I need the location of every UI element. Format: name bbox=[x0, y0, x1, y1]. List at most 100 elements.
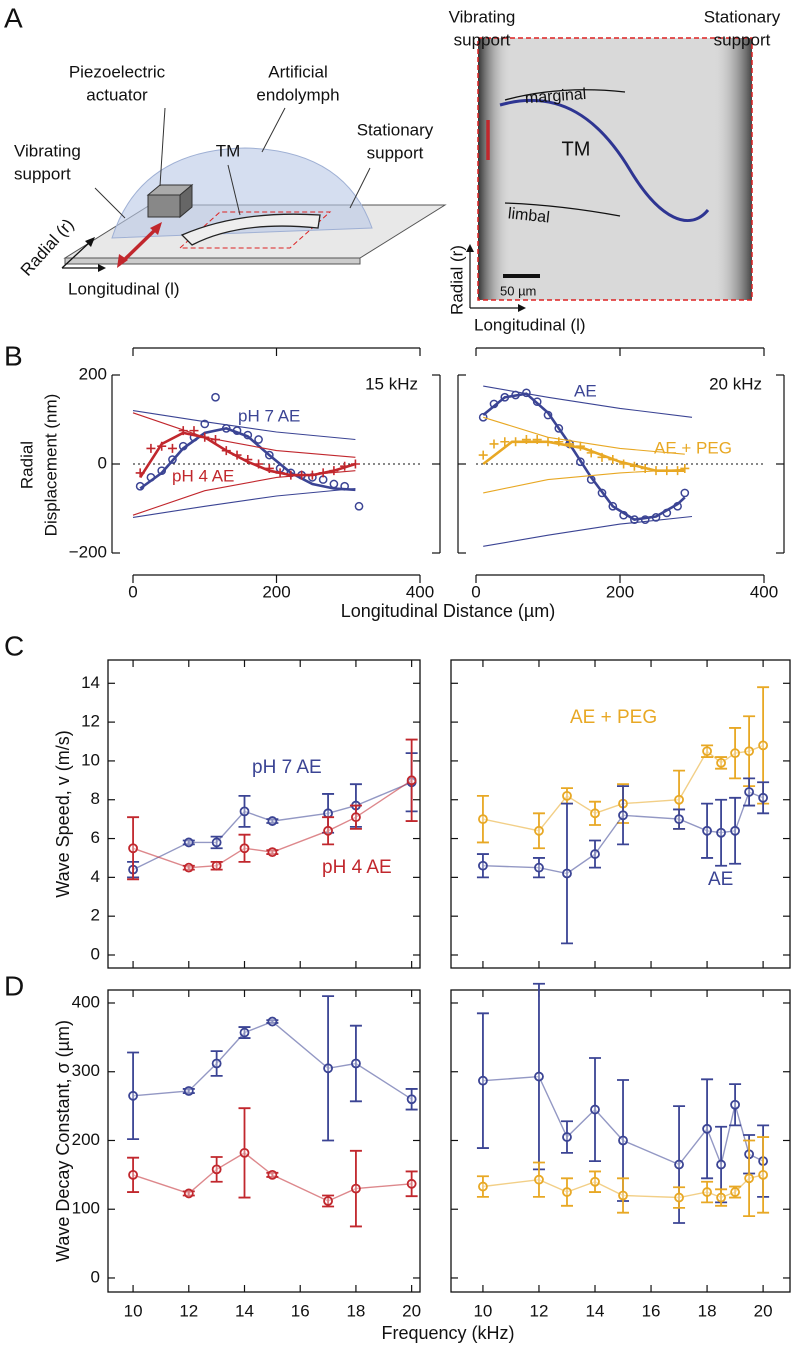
error-bar bbox=[532, 857, 545, 879]
data-point bbox=[267, 816, 278, 826]
envelope-line bbox=[483, 385, 693, 418]
data-point bbox=[239, 843, 250, 854]
data-point bbox=[128, 1090, 138, 1101]
y-tick-label: 10 bbox=[81, 750, 100, 769]
data-point bbox=[239, 1027, 250, 1038]
x-tick-label: 10 bbox=[473, 1301, 492, 1320]
error-bar bbox=[715, 798, 728, 867]
leader bbox=[159, 107, 166, 187]
data-point bbox=[183, 862, 194, 873]
y-tick-label: 8 bbox=[91, 789, 100, 808]
schematic-label: Stationary bbox=[357, 120, 434, 139]
data-point bbox=[211, 837, 222, 848]
error-bar bbox=[238, 833, 251, 863]
data-point bbox=[730, 1099, 740, 1110]
error-bar bbox=[673, 808, 686, 830]
y-axis-label: Displacement (nm) bbox=[41, 394, 60, 537]
data-point bbox=[406, 1178, 417, 1189]
arrowhead bbox=[518, 304, 526, 312]
error-bar bbox=[532, 1161, 545, 1198]
data-point bbox=[478, 814, 488, 825]
fit-line bbox=[482, 392, 686, 521]
y-tick-label: 400 bbox=[72, 992, 100, 1011]
micrograph-label: Radial (r) bbox=[447, 245, 466, 315]
limbal-edge bbox=[504, 202, 621, 217]
micrograph-label: Stationary bbox=[704, 7, 781, 26]
data-point bbox=[702, 1123, 712, 1134]
schematic-label: support bbox=[14, 164, 71, 183]
x-tick-label: 14 bbox=[235, 1301, 254, 1320]
error-bar bbox=[476, 1175, 489, 1198]
data-point bbox=[554, 424, 564, 433]
error-bar bbox=[757, 781, 770, 815]
x-tick-label: 20 bbox=[754, 1301, 773, 1320]
micrograph-label: Vibrating bbox=[449, 7, 516, 26]
envelope-line bbox=[132, 410, 356, 441]
data-point bbox=[562, 1187, 572, 1197]
error-bar bbox=[127, 816, 140, 881]
data-point bbox=[239, 806, 250, 817]
data-point bbox=[534, 862, 544, 873]
data-point bbox=[183, 837, 194, 848]
data-point bbox=[534, 1071, 544, 1082]
annotation: AE bbox=[574, 381, 597, 400]
data-point bbox=[716, 1192, 726, 1203]
data-point bbox=[534, 825, 544, 836]
wave-curve bbox=[499, 99, 710, 222]
data-point bbox=[618, 1190, 628, 1201]
micrograph-label: marginal bbox=[524, 86, 586, 107]
image-frame bbox=[477, 37, 753, 301]
data-point bbox=[211, 1058, 222, 1069]
data-point bbox=[211, 392, 220, 402]
error-bar bbox=[560, 802, 573, 945]
panel-letter: C bbox=[4, 630, 24, 661]
y-tick-label: 6 bbox=[91, 828, 100, 847]
data-point bbox=[716, 827, 726, 838]
micrograph-label: support bbox=[454, 30, 511, 49]
x-tick-label: 400 bbox=[406, 582, 434, 601]
error-bar bbox=[405, 1088, 418, 1111]
data-point bbox=[562, 790, 572, 801]
envelope-line bbox=[483, 416, 685, 455]
data-point bbox=[562, 1132, 572, 1142]
error-bar bbox=[701, 1180, 714, 1204]
leader bbox=[261, 107, 286, 153]
data-point bbox=[478, 450, 488, 460]
error-bar bbox=[476, 1012, 489, 1149]
data-point bbox=[730, 1187, 740, 1197]
data-point bbox=[406, 775, 417, 786]
annotation: pH 4 AE bbox=[172, 466, 234, 485]
envelope-line bbox=[132, 487, 356, 518]
schematic-label: Artificial bbox=[268, 62, 328, 81]
data-point bbox=[702, 825, 712, 836]
y-tick-label: −200 bbox=[69, 542, 107, 561]
data-point bbox=[351, 1058, 361, 1069]
error-bar bbox=[589, 839, 602, 869]
data-point bbox=[590, 808, 600, 819]
data-point bbox=[702, 746, 712, 757]
data-point bbox=[351, 1183, 361, 1194]
y-tick-label: 4 bbox=[91, 867, 100, 886]
data-point bbox=[239, 1147, 250, 1158]
micrograph-label: limbal bbox=[507, 205, 550, 226]
x-tick-label: 18 bbox=[346, 1301, 365, 1320]
y-tick-label: 0 bbox=[91, 944, 100, 963]
data-point bbox=[597, 488, 607, 498]
schematic-label: actuator bbox=[86, 85, 148, 104]
error-bar bbox=[322, 995, 335, 1142]
data-point bbox=[744, 787, 754, 797]
data-point bbox=[323, 808, 333, 819]
annotation: 20 kHz bbox=[709, 374, 762, 393]
error-bar bbox=[560, 1177, 573, 1207]
data-point bbox=[730, 748, 740, 759]
series-line bbox=[133, 1020, 412, 1100]
data-point bbox=[267, 847, 278, 858]
x-tick-label: 200 bbox=[262, 582, 290, 601]
marginal-edge bbox=[504, 89, 626, 101]
schematic-label: endolymph bbox=[256, 85, 339, 104]
error-bar bbox=[560, 1120, 573, 1154]
data-point bbox=[562, 868, 572, 879]
error-bar bbox=[673, 1186, 686, 1209]
error-bar bbox=[238, 794, 251, 828]
